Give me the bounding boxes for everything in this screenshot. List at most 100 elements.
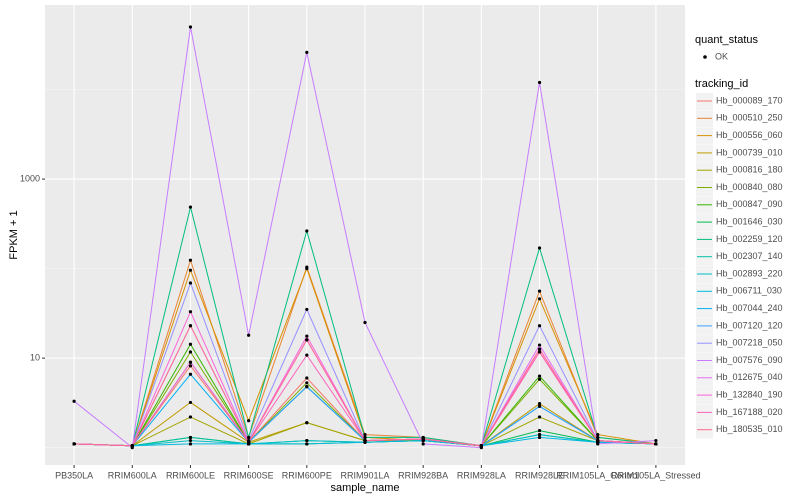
legend-label: Hb_167188_020 (716, 407, 783, 417)
legend-label: Hb_001646_030 (716, 216, 783, 226)
data-point (421, 437, 425, 441)
legend-label: Hb_002307_140 (716, 251, 783, 261)
legend-label: Hb_007218_050 (716, 338, 783, 348)
data-point (305, 334, 309, 338)
data-point (537, 374, 542, 378)
data-point (72, 442, 76, 446)
data-point (305, 338, 309, 342)
data-point (188, 205, 193, 209)
data-point (188, 342, 193, 346)
data-point (130, 444, 134, 448)
x-tick-label: RRIM928LA (457, 470, 506, 480)
data-point (305, 229, 309, 233)
data-point (188, 442, 193, 446)
y-tick-label: 10 (30, 352, 40, 362)
legend-label: Hb_180535_010 (716, 424, 783, 434)
data-point (305, 438, 309, 443)
data-point (247, 333, 251, 337)
data-point (537, 435, 542, 440)
legend-label: Hb_007576_090 (716, 355, 783, 365)
x-tick-label: RRIM600LA (108, 470, 157, 480)
x-tick-label: RRIM901LA (340, 470, 389, 480)
x-tick-label: RRIM928LE (515, 470, 564, 480)
data-point (305, 381, 309, 385)
x-tick-label: RRIM600SE (224, 470, 274, 480)
data-point (305, 50, 309, 55)
legend-label: Hb_132840_190 (716, 389, 783, 399)
legend-label: Hb_000089_170 (716, 95, 783, 105)
data-point (247, 419, 251, 423)
data-point (537, 289, 542, 293)
data-point (596, 438, 600, 443)
data-point (363, 320, 367, 325)
data-point (537, 80, 542, 85)
data-point (537, 432, 542, 437)
data-point (247, 435, 251, 440)
x-tick-label: RRIM928BA (398, 470, 448, 480)
legend-label: Hb_000510_250 (716, 113, 783, 123)
y-axis-title: FPKM + 1 (8, 210, 20, 259)
data-point (537, 404, 542, 408)
data-point (305, 442, 309, 446)
legend-label: Hb_000739_010 (716, 147, 783, 157)
data-point (188, 310, 193, 314)
data-point (188, 438, 193, 443)
data-point (188, 324, 193, 328)
legend-label: Hb_007120_120 (716, 320, 783, 330)
data-point (537, 343, 542, 347)
data-point (537, 415, 542, 419)
x-axis-title: sample_name (330, 482, 399, 494)
data-point (188, 25, 193, 29)
legend-label: Hb_000847_090 (716, 199, 783, 209)
grid (45, 5, 685, 465)
data-point (537, 429, 542, 433)
data-point (188, 281, 193, 285)
data-point (305, 353, 309, 357)
legend-label: Hb_000556_060 (716, 130, 783, 140)
legend-label: OK (715, 51, 728, 61)
data-point (363, 432, 367, 437)
data-point (188, 400, 193, 405)
x-tick-label: RRIM600PE (282, 470, 332, 480)
data-point (247, 440, 251, 444)
data-point (188, 364, 193, 368)
data-point (596, 442, 600, 446)
data-point (188, 435, 193, 440)
data-point (537, 246, 542, 250)
legend-label: Hb_000840_080 (716, 182, 783, 192)
data-point (596, 435, 600, 440)
points (72, 25, 658, 450)
data-point (537, 324, 542, 328)
data-point (188, 350, 193, 354)
data-point (596, 432, 600, 437)
data-point (305, 307, 309, 312)
data-point (654, 442, 658, 446)
data-point (421, 442, 425, 446)
data-point (305, 267, 309, 271)
legend-title: quant_status (695, 34, 758, 46)
legend-point (703, 55, 707, 59)
data-point (537, 297, 542, 301)
y-tick-label: 1000 (20, 173, 40, 183)
data-point (363, 438, 367, 443)
data-point (363, 435, 367, 440)
data-point (537, 377, 542, 381)
data-point (305, 385, 309, 389)
legend-label: Hb_012675_040 (716, 372, 783, 382)
data-point (654, 438, 658, 443)
x-tick-label: PB350LA (55, 470, 93, 480)
legend-label: Hb_002259_120 (716, 234, 783, 244)
data-point (479, 444, 483, 448)
legend-label: Hb_000816_180 (716, 165, 783, 175)
data-point (537, 350, 542, 354)
data-point (305, 421, 309, 425)
x-tick-label: RRIM105LA_Control (556, 470, 639, 480)
data-point (537, 402, 542, 406)
x-tick-label: RRIM600LE (166, 470, 215, 480)
legend-label: Hb_006711_030 (716, 286, 782, 296)
data-point (188, 258, 193, 262)
data-point (72, 399, 76, 403)
data-point (188, 360, 193, 364)
data-point (305, 376, 309, 380)
